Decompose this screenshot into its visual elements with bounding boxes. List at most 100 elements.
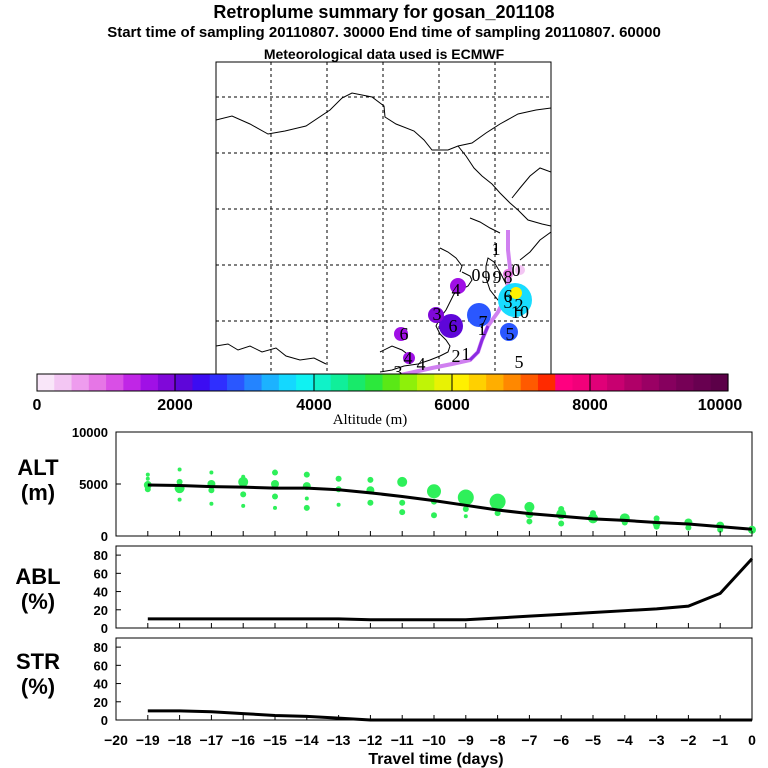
colorbar-segment [330, 374, 349, 391]
colorbar-segment [658, 374, 677, 391]
cluster-label: 4 [417, 354, 426, 374]
cluster-circle [498, 283, 532, 317]
colorbar-segment [296, 374, 314, 391]
colorbar-tick: 4000 [296, 397, 332, 414]
colorbar-segment [244, 374, 263, 391]
cluster-label: 3 [504, 292, 513, 312]
str-ytick-label: 0 [101, 713, 108, 728]
x-tick-label: −17 [200, 732, 224, 748]
alt-scatter-point [303, 504, 310, 511]
alt-ylabel: ALT [17, 455, 59, 480]
cluster-label: 2 [452, 346, 461, 366]
x-tick-label: −6 [553, 732, 569, 748]
alt-scatter-point [397, 476, 408, 487]
colorbar-segment [313, 374, 332, 391]
str-ylabel-unit: (%) [21, 674, 55, 699]
x-tick-label: −11 [391, 732, 414, 748]
str-ytick-label: 40 [94, 677, 108, 692]
alt-scatter-point [558, 520, 565, 527]
abl-ytick-label: 40 [94, 585, 108, 600]
alt-scatter-point [271, 480, 279, 488]
alt-scatter-point [273, 505, 277, 510]
colorbar-label: Altitude (m) [333, 412, 408, 428]
str-ylabel: STR [16, 649, 60, 674]
alt-scatter-point [209, 501, 214, 506]
cluster-circle [439, 314, 463, 338]
abl-line [147, 557, 754, 622]
colorbar-segment [192, 374, 211, 391]
colorbar-segment [382, 374, 401, 391]
x-tick-label: −7 [521, 732, 537, 748]
alt-ytick-label: 10000 [72, 425, 108, 440]
alt-scatter-point [240, 491, 247, 498]
x-tick-label: −8 [490, 732, 506, 748]
cluster-label: 7 [479, 312, 488, 332]
abl-ytick-label: 60 [94, 566, 108, 581]
alt-scatter-point [336, 502, 341, 507]
x-tick-label: −5 [585, 732, 601, 748]
cluster-label: 5 [506, 324, 515, 344]
alt-scatter-point [399, 509, 406, 516]
cluster-label: 10 [511, 302, 529, 322]
colorbar-frame [36, 373, 729, 392]
sampling-time-line: Start time of sampling 20110807. 30000 E… [107, 24, 661, 41]
alt-mean-line [147, 483, 753, 531]
colorbar-segment [123, 374, 142, 391]
colorbar-tick: 2000 [157, 397, 193, 414]
x-axis: −20 −19 −18 −17 −16 −15 −14 −13 −12 −11 −10 −9 −8 −7−… [104, 531, 756, 748]
cluster-circle [500, 323, 518, 341]
colorbar-segment [693, 374, 712, 391]
x-tick-label: −19 [136, 732, 160, 748]
alt-scatter-point [526, 518, 533, 525]
abl-ytick-label: 20 [94, 603, 108, 618]
alt-scatter-point [367, 499, 374, 506]
x-tick-label: 0 [748, 732, 756, 748]
cluster-label: 8 [504, 267, 513, 287]
alt-ylabel-unit: (m) [21, 480, 55, 505]
colorbar-segment [572, 374, 591, 391]
alt-scatter-point [238, 476, 249, 487]
str-panel: STR (%) 0 20 40 60 80 [16, 637, 753, 728]
cluster-label: 4 [404, 348, 413, 368]
alt-scatter-point [145, 476, 150, 481]
alt-scatter-point [431, 512, 437, 519]
alt-scatter-point [144, 486, 151, 493]
cluster-label: 6 [449, 316, 458, 336]
alt-scatter-point [462, 505, 469, 512]
colorbar-segment [486, 374, 505, 391]
alt-scatter-point [208, 487, 215, 494]
cluster-label: 6 [400, 324, 409, 344]
alt-scatter-point [489, 493, 506, 510]
cluster-circle [450, 278, 466, 294]
x-tick-label: −3 [649, 732, 665, 748]
x-tick-label: −1 [712, 732, 728, 748]
alt-ytick-label: 0 [101, 529, 108, 544]
colorbar-tick: 10000 [698, 397, 743, 414]
colorbar-segment [641, 374, 660, 391]
cluster-label: 1 [492, 239, 501, 259]
alt-scatter-point [272, 493, 278, 500]
alt-scatter-point [457, 489, 474, 506]
cluster-label: 1 [462, 344, 471, 364]
str-line [147, 709, 752, 722]
alt-scatter-point [145, 472, 150, 477]
colorbar-segment [417, 374, 435, 391]
str-ytick-label: 20 [94, 695, 108, 710]
cluster-label: 0 [472, 265, 481, 285]
alt-scatter-point [653, 523, 660, 530]
x-tick-label: −4 [617, 732, 633, 748]
chart-title: Retroplume summary for gosan_201108 [213, 2, 555, 22]
colorbar-segment [520, 374, 539, 391]
x-tick-label: −16 [231, 732, 255, 748]
cluster-label: 6 [504, 286, 513, 306]
cluster-label: 9 [482, 267, 491, 287]
colorbar-segment [451, 374, 470, 391]
colorbar-segment [71, 374, 90, 391]
colorbar-segment [175, 374, 194, 391]
abl-panel-frame [115, 545, 753, 629]
cluster-label: 5 [515, 352, 524, 372]
alt-scatter-point [272, 469, 278, 476]
colorbar-segment [434, 374, 453, 391]
